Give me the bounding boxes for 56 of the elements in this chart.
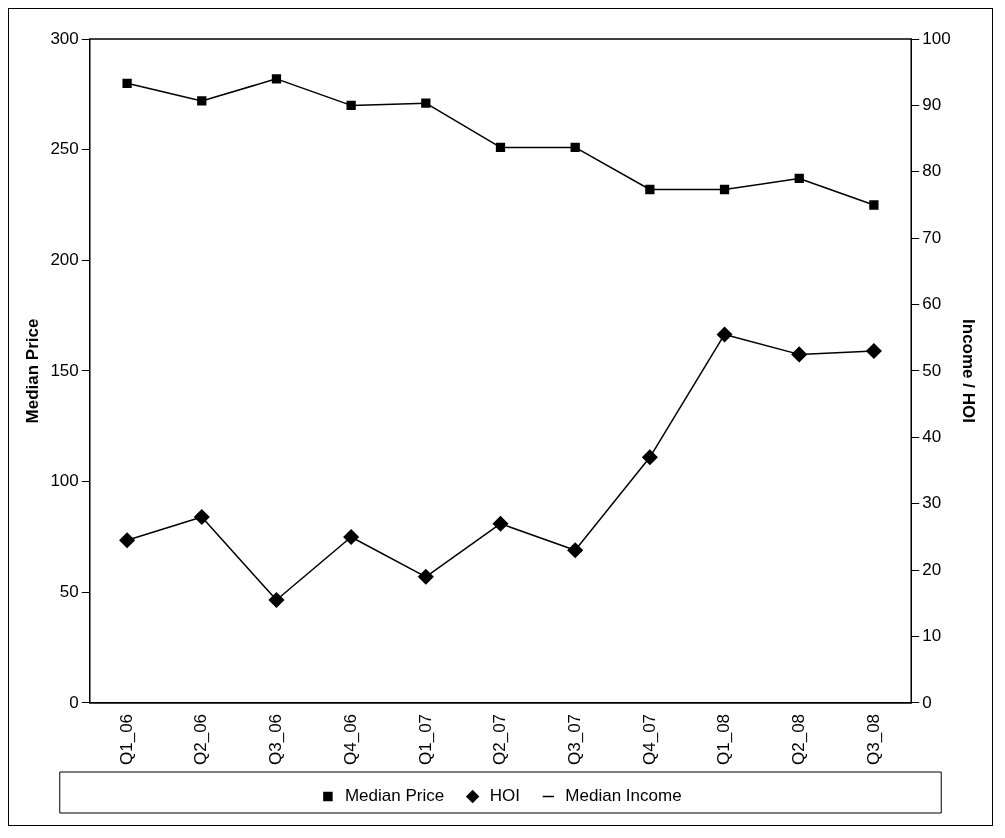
point bbox=[346, 100, 356, 111]
point bbox=[268, 592, 285, 608]
y2-tick-label: 30 bbox=[922, 493, 942, 513]
legend-label: Median Income bbox=[565, 786, 682, 806]
x-tick-label: Q2_07 bbox=[490, 713, 510, 766]
y-axis-title: Median Price bbox=[22, 318, 42, 424]
point bbox=[794, 173, 804, 184]
y2-tick-label: 80 bbox=[922, 161, 942, 181]
y2-tick-label: 70 bbox=[922, 227, 942, 247]
y-tick-label: 250 bbox=[50, 139, 79, 159]
x-tick-label: Q1_08 bbox=[714, 713, 734, 766]
point bbox=[719, 184, 730, 195]
point bbox=[418, 569, 434, 585]
legend-label: HOI bbox=[489, 786, 520, 806]
y2-tick-label: 90 bbox=[922, 95, 942, 115]
y-tick-label: 50 bbox=[59, 581, 79, 601]
y2-tick-label: 10 bbox=[922, 626, 942, 646]
y2-axis-title: Income / HOI bbox=[959, 319, 979, 423]
x-tick-label: Q1_06 bbox=[116, 713, 136, 766]
point bbox=[642, 449, 658, 466]
point bbox=[869, 200, 879, 210]
x-tick-label: Q1_07 bbox=[415, 713, 435, 766]
point bbox=[645, 184, 655, 195]
x-tick-label: Q4_06 bbox=[340, 713, 360, 766]
point bbox=[421, 98, 431, 108]
point bbox=[194, 509, 210, 525]
y-tick-label: 200 bbox=[50, 250, 79, 270]
y2-tick-label: 100 bbox=[922, 28, 951, 48]
y2-tick-label: 40 bbox=[922, 427, 942, 447]
point bbox=[119, 532, 135, 549]
point bbox=[271, 74, 282, 84]
x-tick-label: Q4_07 bbox=[639, 713, 659, 766]
x-tick-label: Q2_08 bbox=[788, 713, 808, 766]
y2-tick-label: 0 bbox=[922, 692, 932, 712]
point bbox=[197, 96, 207, 106]
point bbox=[716, 326, 733, 343]
legend-label: Median Price bbox=[344, 786, 445, 806]
y-tick-label: 300 bbox=[50, 28, 79, 48]
x-tick-label: Q3_08 bbox=[863, 713, 883, 766]
point bbox=[495, 142, 506, 153]
point bbox=[343, 529, 359, 545]
x-tick-label: Q2_06 bbox=[191, 713, 211, 766]
point bbox=[570, 142, 580, 153]
y2-tick-label: 50 bbox=[922, 360, 942, 380]
point bbox=[791, 346, 807, 363]
y2-tick-label: 20 bbox=[922, 559, 942, 579]
x-tick-label: Q3_07 bbox=[564, 713, 584, 766]
point bbox=[567, 542, 583, 558]
y2-tick-label: 60 bbox=[922, 294, 942, 314]
x-tick-label: Q3_06 bbox=[266, 713, 286, 766]
point bbox=[866, 343, 882, 359]
y-tick-label: 0 bbox=[69, 692, 79, 712]
y-tick-label: 100 bbox=[50, 471, 79, 491]
y-tick-label: 150 bbox=[50, 360, 79, 380]
point bbox=[492, 515, 509, 532]
point bbox=[122, 78, 132, 88]
